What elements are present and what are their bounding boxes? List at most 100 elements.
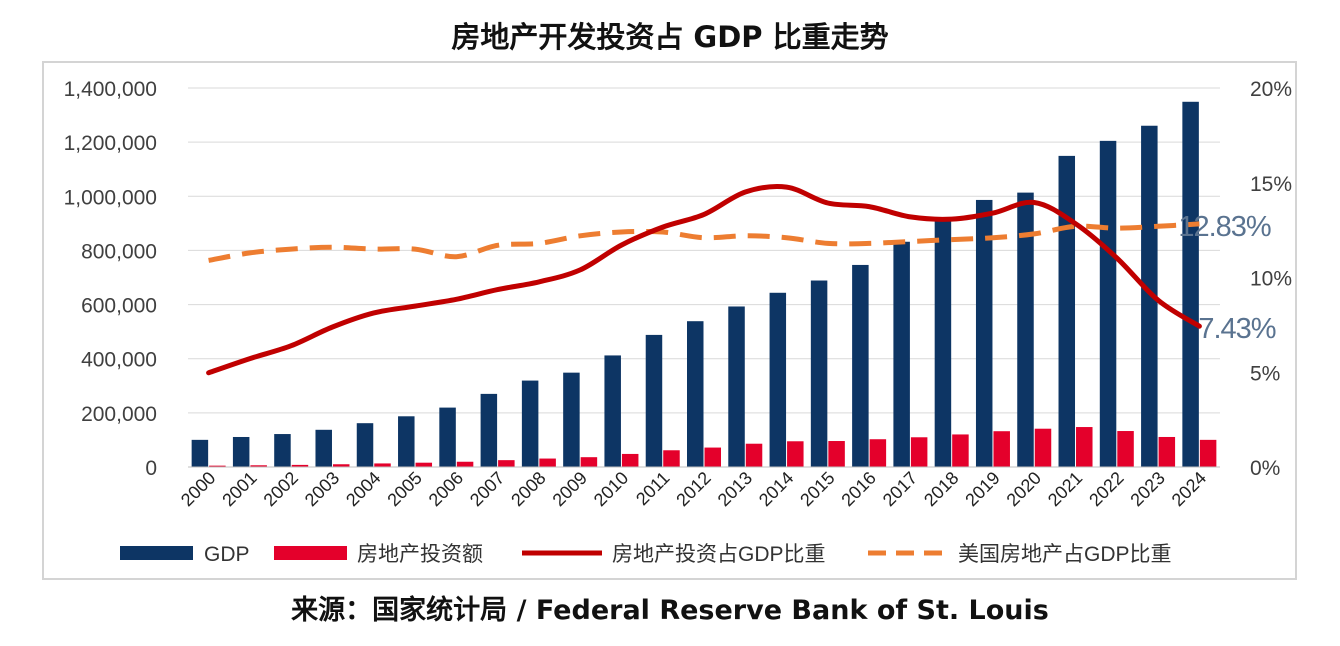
x-tick-label: 2005 [383, 468, 425, 510]
bar-investment [498, 460, 515, 467]
y-tick-label: 400,000 [81, 349, 157, 372]
bar-investment [332, 464, 350, 467]
end-label-us: 12.83% [1178, 211, 1271, 243]
bar-gdp [1099, 140, 1117, 467]
bar-gdp [1141, 125, 1158, 468]
x-tick-label: 2018 [920, 468, 962, 510]
x-tick-label: 2013 [714, 468, 756, 510]
bar-gdp [769, 292, 787, 467]
bar-gdp [1182, 101, 1199, 467]
bar-investment [1158, 436, 1176, 467]
bar-gdp [852, 264, 869, 467]
y2-tick-label: 10% [1250, 268, 1292, 291]
bar-investment [828, 441, 845, 467]
legend-label-gdp: GDP [204, 543, 250, 566]
x-tick-label: 2001 [218, 468, 260, 510]
chart-svg: 0 200,000 400,000 600,000 800,000 1,000,000 1,… [64, 78, 1292, 566]
bar-gdp [687, 321, 704, 467]
legend-swatch-investment [274, 546, 347, 560]
x-tick-label: 2023 [1126, 468, 1168, 510]
bar-gdp [232, 436, 250, 467]
x-tick-label: 2014 [755, 468, 797, 510]
y-tick-label: 600,000 [81, 295, 157, 318]
bar-gdp [521, 380, 539, 467]
x-tick-label: 2009 [549, 468, 591, 510]
bar-investment [415, 462, 433, 467]
bar-gdp [274, 434, 291, 467]
legend-swatch-gdp [120, 546, 193, 560]
bar-investment [1117, 431, 1134, 467]
bar-investment [993, 431, 1010, 467]
y-tick-label: 200,000 [81, 403, 157, 426]
y-tick-label: 1,000,000 [64, 186, 157, 209]
x-tick-label: 2020 [1003, 468, 1045, 510]
bar-gdp [604, 355, 621, 467]
bar-gdp [645, 334, 663, 467]
bar-investment [1076, 427, 1093, 467]
x-tick-label: 2012 [672, 468, 714, 510]
bar-gdp [975, 199, 993, 468]
bar-investment [1199, 439, 1217, 467]
bar-investment [745, 443, 763, 467]
end-label-cn: 7.43% [1198, 313, 1275, 345]
x-tick-label: 2010 [590, 468, 632, 510]
x-tick-label: 2006 [425, 468, 467, 510]
y-tick-label: 0 [145, 457, 157, 480]
bar-investment [539, 458, 556, 467]
x-tick-label: 2022 [1085, 468, 1127, 510]
x-tick-label: 2011 [632, 468, 674, 510]
bar-investment [952, 434, 969, 467]
x-tick-label: 2016 [837, 468, 879, 510]
x-tick-label: 2019 [961, 468, 1003, 510]
x-tick-label: 2015 [796, 468, 838, 510]
bar-gdp [563, 372, 580, 467]
bar-gdp [893, 241, 910, 467]
bar-gdp [191, 439, 209, 467]
x-tick-label: 2017 [879, 468, 921, 510]
bar-gdp [934, 218, 952, 467]
bar-investment [580, 457, 598, 467]
x-tick-label: 2007 [466, 468, 508, 510]
x-tick-label: 2021 [1044, 468, 1086, 510]
bar-gdp [480, 393, 498, 467]
bar-investment [869, 439, 887, 467]
bar-investment [374, 463, 391, 467]
legend-label-cn-share: 房地产投资占GDP比重 [612, 543, 826, 566]
bar-gdp [315, 429, 332, 467]
y2-tick-label: 15% [1250, 173, 1292, 196]
bar-investment [910, 437, 928, 467]
bar-investment [787, 441, 804, 467]
bar-gdp [728, 306, 745, 467]
chart-frame: 0 200,000 400,000 600,000 800,000 1,000,000 1,… [42, 61, 1297, 580]
bar-investment [621, 453, 639, 467]
bar-investment [209, 465, 226, 467]
source-note: 来源：国家统计局 / Federal Reserve Bank of St. L… [291, 595, 1049, 626]
bar-gdp [398, 416, 415, 467]
legend-label-investment: 房地产投资额 [357, 543, 483, 566]
y2-tick-label: 20% [1250, 78, 1292, 101]
bar-investment [663, 450, 680, 467]
y-tick-label: 1,200,000 [64, 132, 157, 155]
x-tick-label: 2000 [177, 468, 219, 510]
line-us-share [208, 221, 1200, 263]
y2-tick-label: 5% [1250, 362, 1280, 385]
bar-gdp [1017, 192, 1034, 468]
bar-investment [704, 447, 721, 467]
y2-tick-label: 0% [1250, 457, 1280, 480]
bar-gdp [356, 423, 374, 467]
x-tick-label: 2024 [1168, 468, 1210, 510]
bar-investment [291, 464, 309, 467]
line-cn-share [206, 183, 1202, 376]
bar-gdp [439, 407, 456, 467]
x-tick-label: 2002 [260, 468, 302, 510]
y-tick-label: 1,400,000 [64, 78, 157, 101]
bar-investment [456, 461, 474, 467]
bar-investment [250, 465, 267, 467]
bar-gdp [1058, 155, 1076, 467]
bar-gdp [810, 280, 828, 467]
chart-title: 房地产开发投资占 GDP 比重走势 [451, 20, 889, 54]
bar-investment [1034, 428, 1052, 467]
y-tick-label: 800,000 [81, 240, 157, 263]
legend-label-us-share: 美国房地产占GDP比重 [958, 543, 1172, 566]
x-tick-label: 2003 [301, 468, 343, 510]
